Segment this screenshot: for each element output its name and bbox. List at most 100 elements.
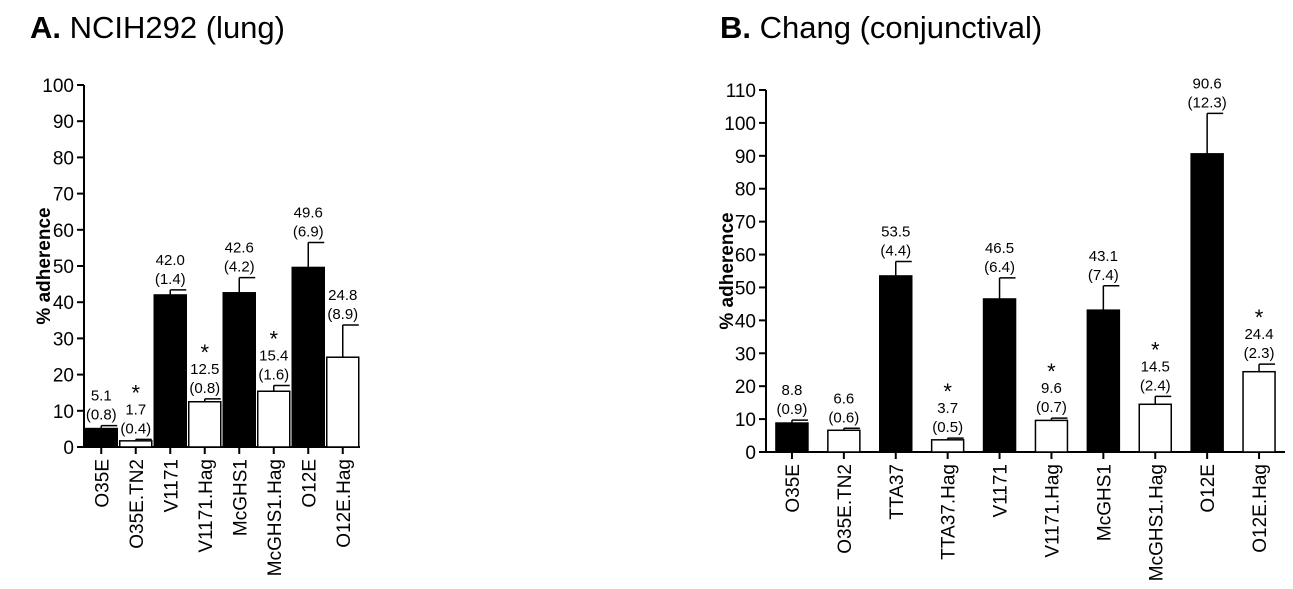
panel-b-y-tick-label: 20 — [735, 377, 756, 398]
panel-a-category-label: O35E.TN2 — [127, 459, 148, 549]
panel-a-value-label: 5.1 — [91, 388, 112, 405]
panel-b-category-label: McGHS1 — [1094, 464, 1115, 541]
panel-b-category-label: McGHS1.Hag — [1146, 464, 1167, 581]
panel-b-error-label: (2.3) — [1244, 345, 1275, 362]
panel-b-category-label: TTA37 — [887, 464, 908, 520]
panel-a-category-label: McGHS1.Hag — [265, 459, 286, 576]
panel-b-significance-star: * — [1047, 359, 1056, 384]
panel-b-bar — [775, 422, 809, 453]
panel-a-letter: A. — [30, 10, 61, 45]
panel-a-error-label: (8.9) — [327, 306, 358, 323]
panel-b-error-label: (6.4) — [984, 259, 1015, 276]
panel-a-name: NCIH292 (lung) — [69, 10, 285, 45]
panel-b-error-label: (0.5) — [932, 419, 963, 436]
panel-b-error-label: (0.9) — [777, 401, 808, 418]
panel-b-value-label: 9.6 — [1041, 380, 1062, 397]
panel-a-error-label: (1.6) — [258, 366, 289, 383]
panel-b-y-tick-label: 110 — [726, 81, 756, 102]
panel-b-y-tick-label: 40 — [735, 311, 756, 332]
panel-b-value-label: 3.7 — [937, 400, 958, 417]
panel-b-name: Chang (conjunctival) — [759, 10, 1043, 45]
panel-b-category-label: V1171 — [991, 464, 1012, 518]
panel-a-value-label: 49.6 — [294, 204, 323, 221]
panel-a-error-label: (0.4) — [120, 420, 151, 437]
panel-b-value-label: 90.6 — [1193, 75, 1222, 92]
panel-a-y-tick-label: 10 — [53, 402, 74, 423]
panel-a-bar — [326, 356, 360, 448]
panel-b-category-label: O12E — [1198, 464, 1219, 513]
panel-b-bar — [1138, 403, 1172, 453]
panel-a-value-label: 42.0 — [156, 252, 185, 269]
panel-a-error-label: (4.2) — [224, 259, 255, 276]
panel-a-y-tick-label: 60 — [53, 221, 74, 242]
panel-b-bar — [930, 439, 965, 453]
panel-a-significance-star: * — [269, 326, 278, 351]
panel-b-error-label: (0.7) — [1036, 399, 1067, 416]
panel-b-category-label: V1171.Hag — [1042, 464, 1063, 558]
panel-b-significance-star: * — [1151, 337, 1160, 362]
panel-b-category-label: O12E.Hag — [1250, 464, 1271, 553]
panel-b-category-label: TTA37.Hag — [939, 464, 960, 560]
panel-b-significance-star: * — [1255, 305, 1264, 330]
panel-b-bar — [982, 298, 1017, 453]
panel-a-bar — [291, 266, 325, 448]
panel-a-y-tick-label: 20 — [53, 366, 74, 387]
panel-b-error-label: (4.4) — [880, 242, 911, 259]
panel-a-y-tick-label: 80 — [53, 148, 74, 169]
panel-a-value-label: 1.7 — [125, 401, 146, 418]
panel-b-bar — [1086, 309, 1121, 453]
panel-a-y-tick-label: 70 — [53, 185, 74, 206]
panel-a-category-label: McGHS1 — [230, 459, 251, 536]
panel-a-y-tick-label: 0 — [63, 438, 74, 459]
panel-b-bar — [1034, 419, 1069, 453]
panel-a-bar — [257, 390, 291, 448]
panel-a-y-tick-label: 90 — [53, 112, 74, 133]
panel-a-significance-star: * — [131, 380, 140, 405]
panel-a-category-label: O12E.Hag — [334, 459, 355, 548]
panel-a-y-tick-label: 40 — [53, 293, 74, 314]
panel-a-bar — [188, 401, 222, 448]
panel-b-error-label: (2.4) — [1140, 377, 1171, 394]
panel-b-y-tick-label: 90 — [735, 147, 756, 168]
panel-b-bar — [1190, 153, 1224, 453]
panel-b-y-axis-label: % adherence — [717, 212, 738, 329]
panel-a-value-label: 15.4 — [259, 347, 288, 364]
panel-a-bar — [153, 294, 187, 448]
panel-b-error-label: (7.4) — [1088, 267, 1119, 284]
panel-b-error-label: (0.6) — [828, 409, 859, 426]
panel-a-value-label: 42.6 — [225, 240, 254, 257]
panel-a-y-tick-label: 50 — [53, 257, 74, 278]
panel-b-letter: B. — [720, 10, 751, 45]
panel-a-error-label: (1.4) — [155, 271, 186, 288]
panel-a-category-label: O35E — [92, 459, 113, 508]
panel-b-y-tick-label: 60 — [735, 246, 756, 267]
panel-a-y-axis-label: % adherence — [34, 207, 55, 324]
panel-a-value-label: 24.8 — [328, 287, 357, 304]
panel-a-category-label: V1171.Hag — [196, 459, 217, 553]
panel-b-y-tick-label: 50 — [735, 278, 756, 299]
panel-a-error-label: (6.9) — [293, 223, 324, 240]
panel-a-error-label: (0.8) — [86, 407, 117, 424]
panel-a-y-tick-label: 30 — [53, 329, 74, 350]
panel-b-y-tick-label: 30 — [735, 344, 756, 365]
panel-b-bar — [827, 429, 861, 453]
panel-a-bar — [119, 440, 153, 448]
panel-a-y-tick-label: 100 — [42, 76, 74, 97]
panel-b-title: B. Chang (conjunctival) — [720, 10, 1042, 46]
panel-b-category-label: O35E — [783, 464, 804, 513]
panel-a-bar — [222, 292, 256, 448]
panel-b-value-label: 53.5 — [881, 223, 910, 240]
panel-a-error-label: (0.8) — [189, 380, 220, 397]
panel-b-bar — [1242, 370, 1276, 453]
panel-b-y-tick-label: 70 — [735, 213, 756, 234]
panel-b-significance-star: * — [943, 379, 952, 404]
panel-b-value-label: 8.8 — [782, 382, 803, 399]
panel-b-value-label: 14.5 — [1141, 358, 1170, 375]
panel-b-error-label: (12.3) — [1188, 94, 1227, 111]
panel-b-category-label: O35E.TN2 — [835, 464, 856, 554]
panel-b-value-label: 43.1 — [1089, 248, 1118, 265]
panel-b-value-label: 46.5 — [985, 240, 1014, 257]
panel-b-value-label: 24.4 — [1244, 326, 1273, 343]
panel-a-title: A. NCIH292 (lung) — [30, 10, 285, 46]
